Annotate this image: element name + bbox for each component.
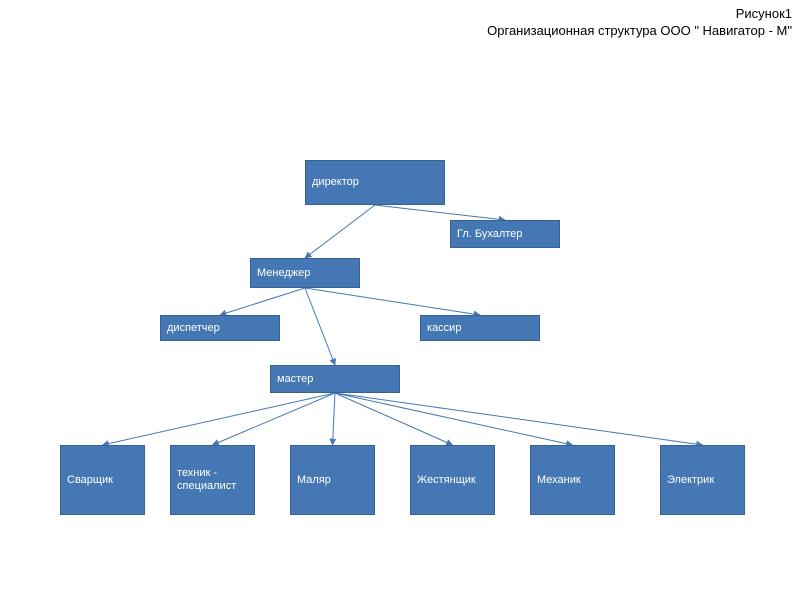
org-node-tech: техник - специалист: [170, 445, 255, 515]
org-node-label: кассир: [427, 322, 461, 335]
org-node-label: Жестянщик: [417, 474, 476, 487]
org-node-painter: Маляр: [290, 445, 375, 515]
org-node-dispatcher: диспетчер: [160, 315, 280, 341]
edge-manager-master: [305, 288, 335, 365]
org-node-label: Сварщик: [67, 474, 113, 487]
org-node-master: мастер: [270, 365, 400, 393]
edge-master-tech: [213, 393, 336, 445]
org-node-accountant: Гл. Бухалтер: [450, 220, 560, 248]
org-node-label: мастер: [277, 373, 313, 386]
org-node-label: Гл. Бухалтер: [457, 228, 522, 241]
org-node-label: директор: [312, 176, 359, 189]
org-node-tinsmith: Жестянщик: [410, 445, 495, 515]
edge-master-electric: [335, 393, 703, 445]
org-node-label: Электрик: [667, 474, 714, 487]
org-node-mechanic: Механик: [530, 445, 615, 515]
org-node-cashier: кассир: [420, 315, 540, 341]
org-node-director: директор: [305, 160, 445, 205]
edge-director-accountant: [375, 205, 505, 220]
org-node-label: диспетчер: [167, 322, 220, 335]
org-node-label: техник - специалист: [177, 467, 248, 492]
org-node-label: Маляр: [297, 474, 331, 487]
figure-title: Организационная структура ООО " Навигато…: [487, 23, 792, 40]
org-node-electric: Электрик: [660, 445, 745, 515]
org-node-label: Менеджер: [257, 267, 310, 280]
edge-manager-cashier: [305, 288, 480, 315]
edge-master-mechanic: [335, 393, 573, 445]
org-node-label: Механик: [537, 474, 581, 487]
edge-director-manager: [305, 205, 375, 258]
edge-master-painter: [333, 393, 336, 445]
org-node-welder: Сварщик: [60, 445, 145, 515]
edge-manager-dispatcher: [220, 288, 305, 315]
edge-master-welder: [103, 393, 336, 445]
figure-header: Рисунок1 Организационная структура ООО "…: [487, 6, 792, 40]
org-node-manager: Менеджер: [250, 258, 360, 288]
edge-master-tinsmith: [335, 393, 453, 445]
figure-number: Рисунок1: [487, 6, 792, 23]
